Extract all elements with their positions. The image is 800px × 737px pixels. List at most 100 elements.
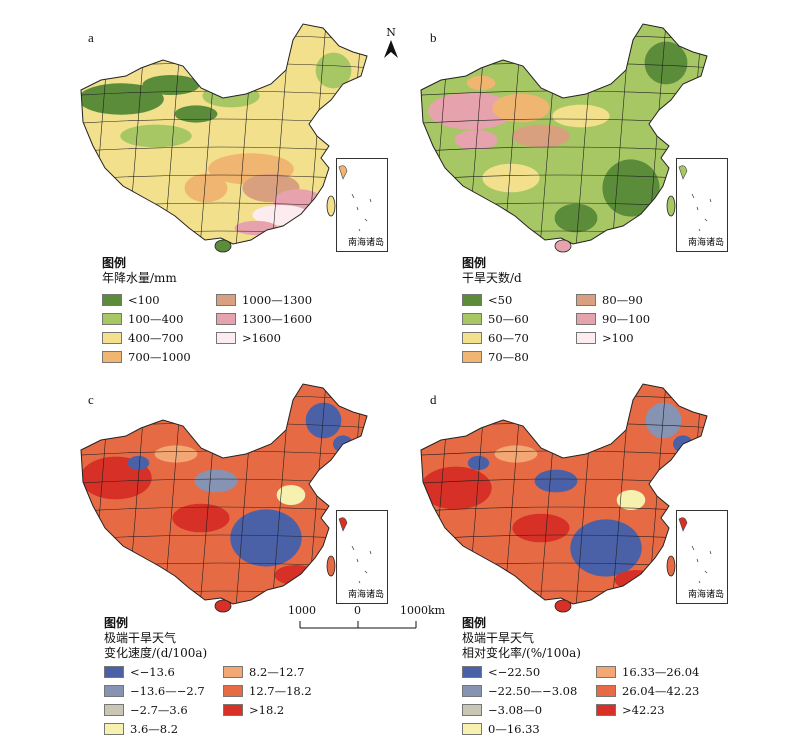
legend-a: 图例 年降水量/mm [102, 256, 177, 286]
legend-item: 26.04—42.23 [596, 683, 706, 699]
legend-swatch [216, 313, 236, 325]
legend-item: <−22.50 [462, 664, 582, 680]
legend-swatch [576, 294, 596, 306]
legend-swatch [462, 666, 482, 678]
legend-item: 50—60 [462, 311, 562, 327]
legend-swatch [102, 294, 122, 306]
legend-swatch [596, 666, 616, 678]
legend-items-c: <−13.6 8.2—12.7 −13.6—−2.7 12.7—18.2 −2.7—3.… [104, 664, 333, 737]
legend-item: 0—16.33 [462, 721, 582, 737]
legend-item: 16.33—26.04 [596, 664, 706, 680]
legend-item: <−13.6 [104, 664, 209, 680]
legend-item: 700—1000 [102, 349, 202, 365]
panel-label-a: a [88, 30, 94, 45]
inset-label: 南海诸岛 [347, 238, 384, 248]
legend-heading: 图例 [462, 256, 487, 270]
legend-label: 3.6—8.2 [130, 722, 179, 736]
panel-label-d: d [430, 392, 437, 407]
map-panel-a [80, 23, 368, 253]
legend-label: 60—70 [488, 331, 529, 345]
legend-label: <−22.50 [488, 665, 541, 679]
legend-subtitle: 相对变化率/(%/100a) [462, 646, 581, 660]
legend-label: 400—700 [128, 331, 184, 345]
legend-swatch [223, 666, 243, 678]
legend-swatch [462, 332, 482, 344]
legend-title: 极端干旱天气 [104, 631, 177, 645]
inset-label: 南海诸岛 [347, 590, 384, 600]
legend-swatch [223, 685, 243, 697]
legend-swatch [102, 313, 122, 325]
legend-label: 1300—1600 [242, 312, 313, 326]
legend-label: >42.23 [622, 703, 665, 717]
legend-label: 1000—1300 [242, 293, 313, 307]
map-panel-b [420, 23, 708, 253]
legend-item: −3.08—0 [462, 702, 582, 718]
legend-label: <50 [488, 293, 513, 307]
legend-subtitle: 变化速度/(d/100a) [104, 646, 208, 660]
legend-swatch [216, 332, 236, 344]
legend-d: 图例 极端干旱天气 相对变化率/(%/100a) [462, 616, 581, 661]
legend-heading: 图例 [104, 616, 129, 630]
legend-label: −13.6—−2.7 [130, 684, 205, 698]
legend-swatch [462, 685, 482, 697]
legend-title: 年降水量/mm [102, 271, 177, 285]
scale-mid-label: 0 [354, 604, 361, 617]
map-panel-d [420, 383, 708, 613]
north-arrow: N [381, 26, 401, 62]
inset-label: 南海诸岛 [687, 238, 724, 248]
legend-label: 12.7—18.2 [249, 684, 312, 698]
inset-label: 南海诸岛 [687, 590, 724, 600]
legend-swatch [462, 704, 482, 716]
legend-label: 80—90 [602, 293, 643, 307]
legend-item: 1000—1300 [216, 292, 326, 308]
legend-swatch [104, 685, 124, 697]
legend-label: 700—1000 [128, 350, 191, 364]
legend-label: 16.33—26.04 [622, 665, 700, 679]
legend-item: −13.6—−2.7 [104, 683, 209, 699]
legend-swatch [462, 294, 482, 306]
legend-item: 8.2—12.7 [223, 664, 333, 680]
legend-c: 图例 极端干旱天气 变化速度/(d/100a) [104, 616, 207, 661]
inset-map-a: 南海诸岛 [336, 158, 388, 252]
legend-item: 3.6—8.2 [104, 721, 209, 737]
scale-bar: 1000 0 1000km [288, 604, 445, 634]
inset-map-d: 南海诸岛 [676, 510, 728, 604]
map-panel-c [80, 383, 368, 613]
legend-item: −22.50—−3.08 [462, 683, 582, 699]
legend-label: −2.7—3.6 [130, 703, 188, 717]
legend-label: 100—400 [128, 312, 184, 326]
inset-map-b: 南海诸岛 [676, 158, 728, 252]
legend-swatch [223, 704, 243, 716]
legend-item: 12.7—18.2 [223, 683, 333, 699]
legend-swatch [462, 723, 482, 735]
legend-item: >18.2 [223, 702, 333, 718]
north-label: N [386, 26, 396, 39]
legend-label: 70—80 [488, 350, 529, 364]
legend-label: 8.2—12.7 [249, 665, 305, 679]
legend-label: 0—16.33 [488, 722, 540, 736]
legend-label: 90—100 [602, 312, 651, 326]
legend-swatch [102, 351, 122, 363]
legend-item: 80—90 [576, 292, 686, 308]
panel-label-c: c [88, 392, 94, 407]
legend-b: 图例 干旱天数/d [462, 256, 522, 286]
legend-item: <50 [462, 292, 562, 308]
legend-swatch [462, 313, 482, 325]
legend-label: −3.08—0 [488, 703, 543, 717]
legend-swatch [216, 294, 236, 306]
legend-item: 100—400 [102, 311, 202, 327]
legend-label: <100 [128, 293, 160, 307]
inset-map-c: 南海诸岛 [336, 510, 388, 604]
legend-item: <100 [102, 292, 202, 308]
scale-right-label: 1000km [400, 604, 446, 617]
legend-items-d: <−22.50 16.33—26.04 −22.50—−3.08 26.04—42.2… [462, 664, 706, 737]
legend-swatch [104, 704, 124, 716]
legend-label: >1600 [242, 331, 281, 345]
legend-label: 26.04—42.23 [622, 684, 700, 698]
legend-swatch [102, 332, 122, 344]
legend-swatch [596, 685, 616, 697]
legend-label: <−13.6 [130, 665, 175, 679]
legend-swatch [596, 704, 616, 716]
legend-item: >100 [576, 330, 686, 346]
legend-swatch [104, 723, 124, 735]
